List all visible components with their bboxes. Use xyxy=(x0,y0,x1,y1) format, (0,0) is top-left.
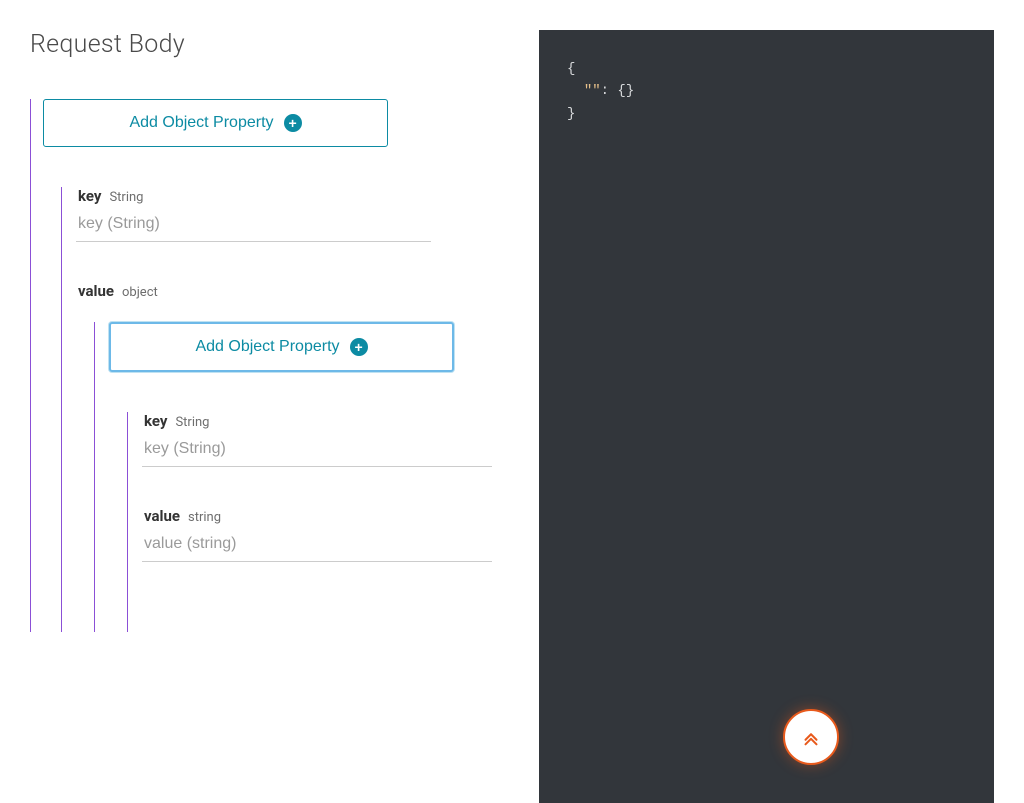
key-type: String xyxy=(109,190,143,205)
property-group-level1: key String value object Add Object Prope… xyxy=(61,187,519,632)
code-line-3: } xyxy=(567,106,575,122)
plus-icon: + xyxy=(350,338,368,356)
plus-icon: + xyxy=(284,114,302,132)
value-label: value xyxy=(78,282,114,300)
add-button-label: Add Object Property xyxy=(129,114,273,132)
add-object-property-button[interactable]: Add Object Property + xyxy=(43,99,388,147)
code-block: { "": {} } xyxy=(539,30,994,803)
value-nested-container: Add Object Property + key String xyxy=(94,322,519,632)
code-line-2-key: "" xyxy=(584,83,601,99)
code-line-2-rest: : {} xyxy=(601,83,635,99)
code-line-1: { xyxy=(567,61,575,77)
form-panel: Request Body Add Object Property + key S… xyxy=(30,30,539,803)
nested-value-type: string xyxy=(188,510,221,525)
nested-key-type: String xyxy=(175,415,209,430)
nested-key-label: key xyxy=(144,412,167,430)
nested-value-label: value xyxy=(144,507,180,525)
key-label: key xyxy=(78,187,101,205)
property-group-level2: key String value string xyxy=(127,412,519,632)
key-field-block: key String xyxy=(76,187,519,242)
section-title: Request Body xyxy=(30,30,519,59)
code-preview-panel: { "": {} } xyxy=(539,30,994,803)
tree-root: Add Object Property + key String value o… xyxy=(30,99,519,632)
add-object-property-button-nested[interactable]: Add Object Property + xyxy=(109,322,454,372)
add-button-label-nested: Add Object Property xyxy=(195,338,339,356)
nested-value-field-block: value string xyxy=(142,507,519,562)
double-chevron-up-icon xyxy=(800,726,822,748)
value-field-block: value object Add Object Property + key xyxy=(76,282,519,632)
nested-key-field-block: key String xyxy=(142,412,519,467)
scroll-to-top-button[interactable] xyxy=(783,709,839,765)
nested-key-input[interactable] xyxy=(142,436,492,467)
key-input[interactable] xyxy=(76,211,431,242)
nested-value-input[interactable] xyxy=(142,531,492,562)
value-type: object xyxy=(122,285,158,300)
